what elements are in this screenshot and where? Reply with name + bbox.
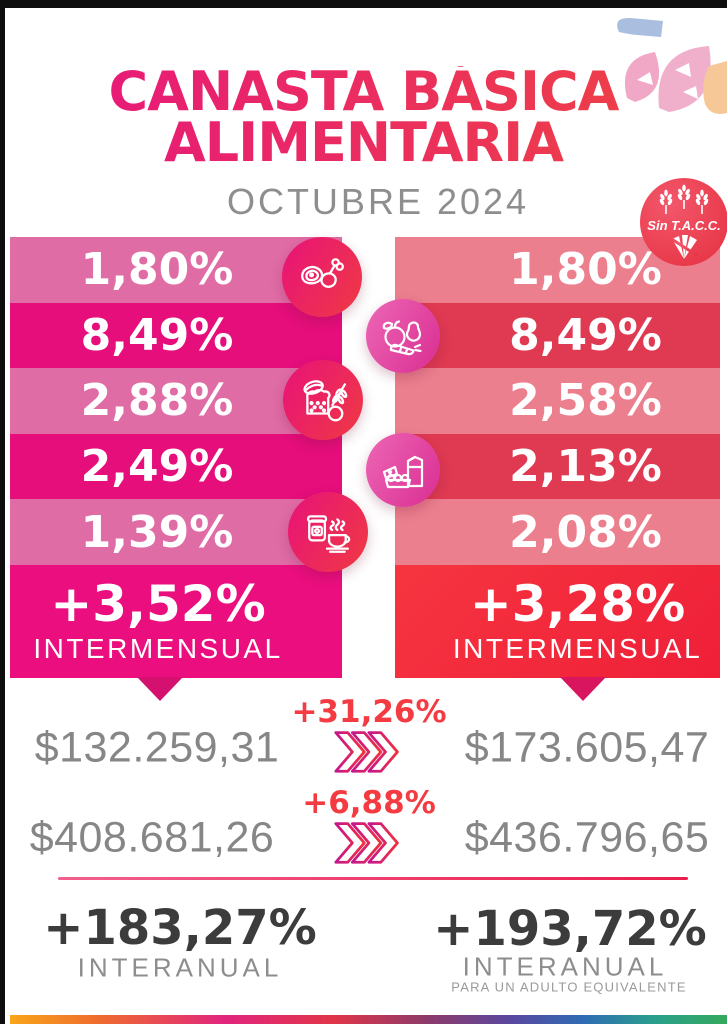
bar-value: 8,49% bbox=[509, 309, 662, 361]
sin-tacc-label: Sin T.A.C.C. bbox=[647, 218, 720, 233]
chevrons-right-icon bbox=[334, 822, 399, 864]
bar-left-fruit: 8,49% bbox=[10, 302, 342, 369]
left-pointer-arrow-icon bbox=[137, 677, 183, 701]
right-intermensual-block: +3,28% INTERMENSUAL bbox=[395, 564, 720, 678]
right-pointer-arrow-icon bbox=[560, 677, 606, 701]
right-interanual-value: +193,72% bbox=[433, 901, 707, 957]
gradient-divider bbox=[58, 877, 688, 880]
right-intermensual-label: INTERMENSUAL bbox=[452, 633, 703, 665]
right-intermensual-value: +3,28% bbox=[469, 575, 686, 634]
right-column-bars: 1,80% 8,49% 2,58% 2,13% 2,08% +3,28% INT… bbox=[395, 237, 720, 678]
bar-value: 8,49% bbox=[80, 309, 234, 361]
bar-value: 2,88% bbox=[80, 375, 234, 427]
bar-right-fruit: 8,49% bbox=[395, 302, 720, 369]
left-amount-monthly: $408.681,26 bbox=[29, 813, 275, 862]
bar-value: 1,80% bbox=[80, 244, 234, 296]
brand-petals-logo bbox=[617, 17, 727, 114]
left-intermensual-block: +3,52% INTERMENSUAL bbox=[10, 564, 342, 678]
right-amount-daily: $173.605,47 bbox=[464, 723, 710, 772]
bar-value: 2,49% bbox=[80, 441, 234, 493]
bar-value: 1,39% bbox=[80, 506, 234, 558]
dairy-eggs-icon bbox=[366, 433, 440, 507]
bar-right-dairy: 2,13% bbox=[395, 433, 720, 500]
bar-value: 2,08% bbox=[509, 506, 662, 558]
subtitle-month: OCTUBRE 2024 bbox=[226, 181, 530, 222]
chevrons-right-icon bbox=[334, 731, 399, 773]
left-intermensual-label: INTERMENSUAL bbox=[33, 633, 283, 665]
top-black-border bbox=[0, 0, 727, 8]
adult-equivalent-note: PARA UN ADULTO EQUIVALENTE bbox=[451, 979, 687, 995]
left-amount-daily: $132.259,31 bbox=[34, 723, 280, 772]
right-amount-monthly: $436.796,65 bbox=[464, 813, 710, 862]
right-interanual-label: INTERANUAL bbox=[462, 951, 668, 982]
jam-infusions-icon bbox=[288, 492, 368, 572]
bar-right-meat: 1,80% bbox=[395, 237, 720, 303]
daily-change-pct: +31,26% bbox=[291, 694, 447, 730]
bar-value: 2,13% bbox=[509, 441, 662, 493]
left-intermensual-value: +3,52% bbox=[50, 575, 266, 634]
left-black-border bbox=[0, 0, 5, 1024]
left-interanual-label: INTERANUAL bbox=[77, 952, 283, 983]
bar-right-bread: 2,58% bbox=[395, 368, 720, 434]
fruit-vegetables-icon bbox=[366, 299, 440, 373]
left-interanual-value: +183,27% bbox=[43, 900, 317, 956]
bar-left-infusions: 1,39% bbox=[10, 499, 342, 565]
rainbow-footer-bar bbox=[10, 1015, 727, 1024]
title-line2: ALIMENTARIA bbox=[163, 111, 563, 174]
meat-icon bbox=[282, 237, 362, 317]
bar-left-dairy: 2,49% bbox=[10, 433, 342, 500]
sin-tacc-badge: Sin T.A.C.C. bbox=[640, 178, 727, 266]
bread-cereals-icon bbox=[283, 360, 363, 440]
bar-value: 1,80% bbox=[509, 244, 662, 296]
monthly-change-pct: +6,88% bbox=[302, 785, 436, 821]
bar-right-infusions: 2,08% bbox=[395, 499, 720, 565]
bar-value: 2,58% bbox=[509, 375, 662, 427]
